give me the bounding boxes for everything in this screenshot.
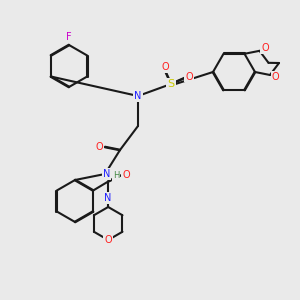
Text: F: F — [66, 32, 72, 43]
Text: H: H — [113, 171, 120, 180]
Text: O: O — [185, 71, 193, 82]
Text: N: N — [134, 91, 142, 101]
Text: O: O — [272, 72, 279, 82]
Text: O: O — [122, 170, 130, 181]
Text: O: O — [95, 142, 103, 152]
Text: S: S — [167, 79, 175, 89]
Text: N: N — [103, 169, 110, 179]
Text: O: O — [261, 44, 269, 53]
Text: N: N — [104, 193, 112, 203]
Text: O: O — [104, 235, 112, 245]
Text: O: O — [161, 62, 169, 73]
